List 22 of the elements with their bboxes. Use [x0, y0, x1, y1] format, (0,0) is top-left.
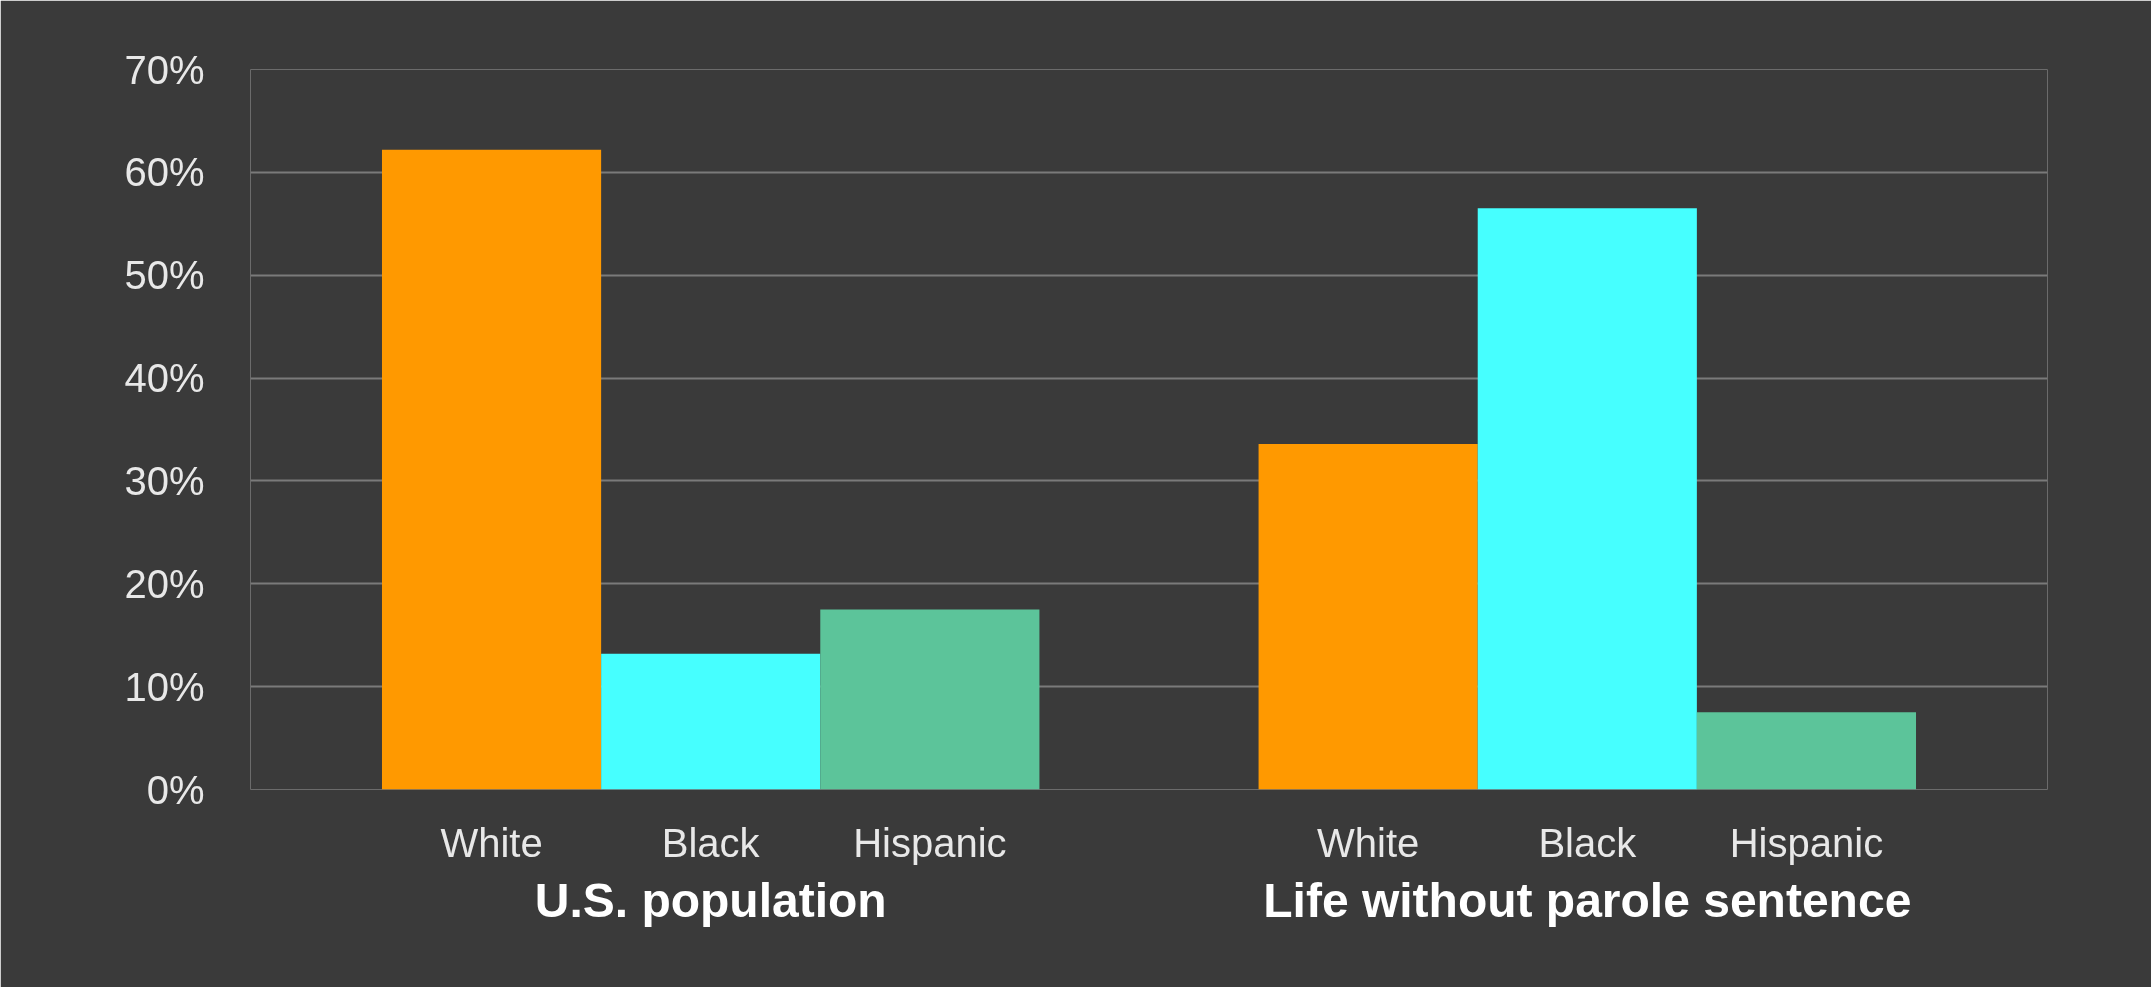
y-tick-label: 0% [146, 767, 205, 812]
x-tick-label: Hispanic [853, 820, 1007, 865]
y-tick-label: 40% [124, 356, 205, 401]
bar [601, 653, 821, 790]
x-tick-label: White [1317, 820, 1420, 865]
x-tick-label: Hispanic [1729, 820, 1884, 865]
bar [1477, 208, 1697, 790]
bar [820, 609, 1040, 790]
y-tick-label: 50% [124, 253, 205, 298]
x-tick-label: White [440, 820, 543, 865]
y-tick-label: 20% [124, 561, 205, 606]
bar [1258, 443, 1478, 790]
text: Life without parole sentence [1263, 873, 1912, 927]
x-tick-label: Black [1538, 820, 1638, 865]
text: U.S. population [534, 873, 887, 927]
y-tick-label: 10% [124, 664, 205, 709]
x-tick-label: Black [661, 820, 761, 865]
y-tick-label: 30% [124, 458, 205, 503]
y-tick-label: 70% [124, 47, 205, 92]
y-tick-label: 60% [124, 150, 205, 195]
bar [1696, 712, 1917, 790]
bar [381, 149, 602, 790]
